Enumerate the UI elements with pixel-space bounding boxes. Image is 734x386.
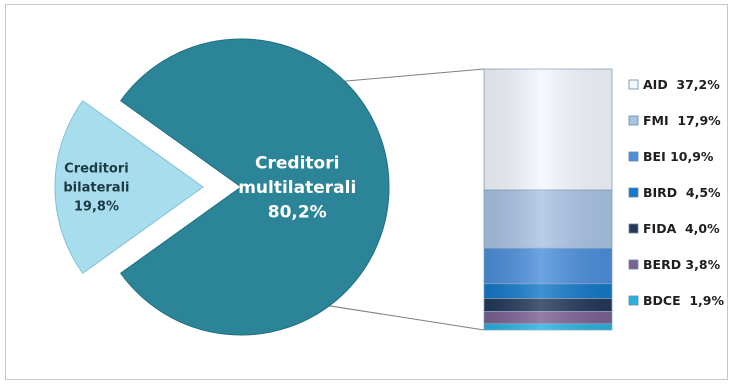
bar-of-pie-chart: Creditori multilaterali 80,2% Creditori bila… <box>54 38 724 336</box>
bar-segment-shade-bei <box>484 248 612 284</box>
pie: Creditori multilaterali 80,2% Creditori bila… <box>54 38 390 336</box>
bar-segment-shade-fmi <box>484 190 612 249</box>
legend-label-3: BIRD 4,5% <box>643 185 721 200</box>
pie-label-bilaterali-1: bilaterali <box>63 181 129 196</box>
legend-swatch-5 <box>628 259 639 270</box>
bar-segment-shade-fida <box>484 298 612 312</box>
legend-label-2: BEI 10,9% <box>643 149 714 164</box>
stacked-bar <box>483 68 613 331</box>
legend-label-5: BERD 3,8% <box>643 257 721 272</box>
legend-swatch-0 <box>628 79 639 90</box>
legend-swatch-3 <box>628 187 639 198</box>
bar-segment-shade-berd <box>484 311 612 324</box>
legend-swatch-2 <box>628 151 639 162</box>
legend-label-1: FMI 17,9% <box>643 113 721 128</box>
legend-swatch-4 <box>628 223 639 234</box>
pie-slice-bilaterali <box>54 100 204 274</box>
pie-label-bilaterali-2: 19,8% <box>74 199 119 214</box>
legend-label-4: FIDA 4,0% <box>643 221 720 236</box>
legend-label-6: BDCE 1,9% <box>643 293 724 308</box>
bar-segment-shade-aid <box>484 69 612 191</box>
pie-label-bilaterali-0: Creditori <box>64 162 129 177</box>
pie-slice-multilaterali <box>120 38 390 336</box>
pie-label-multilaterali-1: multilaterali <box>238 178 356 198</box>
legend-swatch-6 <box>628 295 639 306</box>
pie-label-multilaterali-0: Creditori <box>255 153 339 173</box>
legend-swatch-1 <box>628 115 639 126</box>
bar-segment-shade-bdce <box>484 323 612 330</box>
chart-frame: Creditori multilaterali 80,2% Creditori bila… <box>5 4 728 380</box>
pie-label-multilaterali-2: 80,2% <box>268 203 327 223</box>
legend: AID 37,2% FMI 17,9% BEI 10,9% BIRD 4,5% FIDA… <box>628 77 724 308</box>
legend-label-0: AID 37,2% <box>643 77 720 92</box>
bar-segment-shade-bird <box>484 283 612 299</box>
